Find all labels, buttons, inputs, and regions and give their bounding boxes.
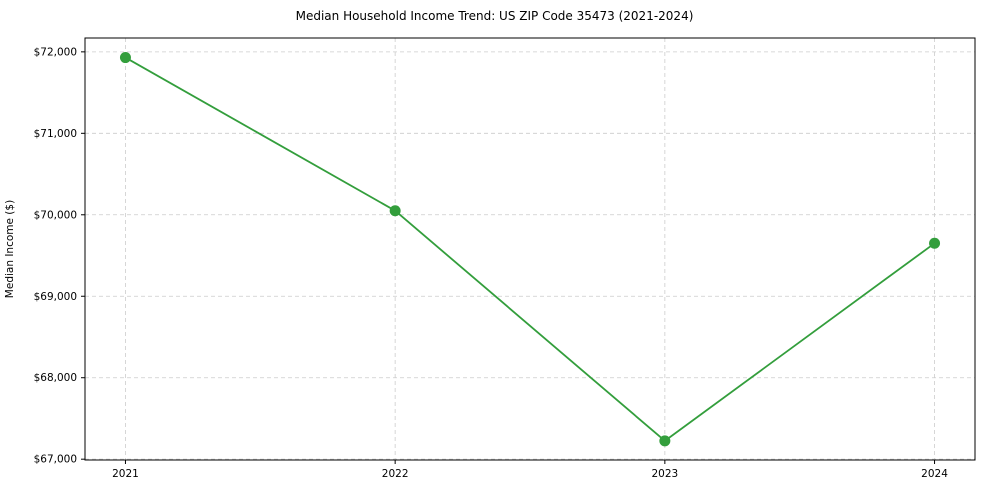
y-tick-label: $69,000: [34, 291, 77, 303]
y-tick-label: $70,000: [34, 209, 77, 221]
income-trend-line: [124, 56, 936, 442]
x-tick-label: 2024: [921, 468, 948, 480]
y-tick-label: $67,000: [34, 454, 77, 466]
data-point-marker: [119, 52, 131, 64]
chart-title: Median Household Income Trend: US ZIP Co…: [295, 9, 694, 23]
y-tick-label: $68,000: [34, 372, 77, 384]
x-tick-label: 2021: [112, 468, 139, 480]
x-tick-label: 2022: [382, 468, 409, 480]
y-tick-label: $72,000: [34, 46, 77, 58]
data-point-marker: [659, 435, 671, 447]
data-point-marker: [929, 237, 941, 249]
y-tick-label: $71,000: [34, 128, 77, 140]
x-tick-label: 2023: [651, 468, 678, 480]
axes-border: [84, 37, 976, 461]
data-point-marker: [389, 205, 401, 217]
